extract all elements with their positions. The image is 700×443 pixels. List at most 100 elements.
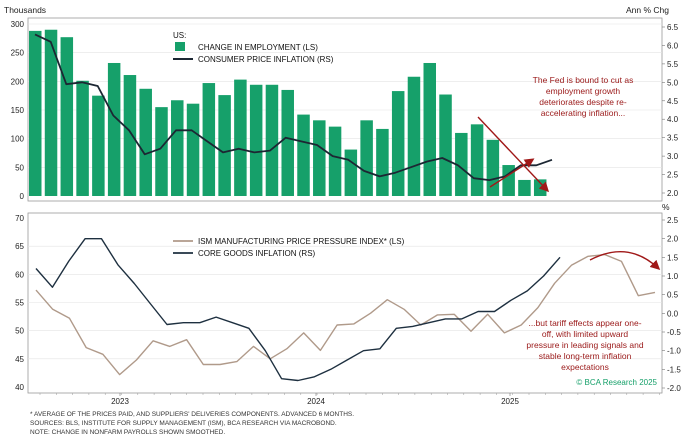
employment-bar — [376, 128, 389, 196]
employment-bars — [29, 29, 547, 197]
bottom-right-tick-label: 1.5 — [667, 253, 679, 262]
employment-bar — [171, 100, 184, 196]
bottom-left-tick-label: 45 — [15, 355, 24, 364]
top-right-tick-label: 3.5 — [667, 134, 679, 143]
employment-bar — [155, 107, 168, 196]
bottom-annotation-line-2: off, with limited upward — [542, 329, 629, 339]
top-left-tick-label: 200 — [11, 77, 25, 86]
top-right-tick-label: 4.0 — [667, 115, 679, 124]
bottom-left-tick-label: 70 — [15, 214, 24, 223]
bottom-plot-frame — [27, 212, 663, 394]
employment-bar — [486, 139, 500, 196]
bottom-left-tick-label: 65 — [15, 242, 24, 251]
top-right-tick-label: 2.0 — [667, 189, 679, 198]
bottom-left-tick-label: 50 — [15, 327, 24, 336]
legend-cpi-label: CONSUMER PRICE INFLATION (RS) — [198, 55, 334, 64]
bottom-left-tick-label: 60 — [15, 270, 24, 279]
employment-bar — [234, 79, 247, 196]
credit-text: © BCA Research 2025 — [576, 378, 657, 387]
employment-bar — [29, 30, 42, 196]
employment-bar — [455, 132, 468, 196]
bottom-left-tick-label: 55 — [15, 299, 24, 308]
top-left-axis-unit: Thousands — [4, 5, 46, 15]
top-right-tick-label: 2.5 — [667, 171, 679, 180]
curved-arrow — [589, 251, 661, 271]
footnote-2: SOURCES: BLS, INSTITUTE FOR SUPPLY MANAG… — [30, 420, 337, 427]
cpi-line — [34, 33, 553, 181]
employment-bar — [76, 80, 89, 196]
bottom-right-tick-label: 1.0 — [667, 272, 679, 281]
bottom-right-tick-label: -0.5 — [667, 328, 681, 337]
top-annotation-line-2: employment growth — [546, 86, 620, 96]
top-right-tick-label: 6.5 — [667, 23, 679, 32]
bottom-right-axis-ticks: -2.0 -1.5 -1.0 -0.5 0.0 0.5 1.0 1.5 2.0 2.5 — [662, 216, 681, 393]
top-legend: US: CHANGE IN EMPLOYMENT (LS) CONSUMER P… — [173, 31, 334, 64]
top-annotation-line-4: accelerating inflation... — [541, 108, 626, 118]
bottom-annotation-line-1: ...but tariff effects appear one- — [528, 318, 641, 328]
legend-core-label: CORE GOODS INFLATION (RS) — [198, 249, 316, 258]
employment-bar — [360, 120, 373, 196]
bottom-annotation-line-5: expectations — [561, 362, 609, 372]
bottom-annotation-line-4: stable long-term inflation — [539, 351, 632, 361]
bottom-right-tick-label: 0.5 — [667, 291, 679, 300]
employment-bar — [218, 95, 231, 196]
bottom-x-tick-label: 2025 — [501, 397, 519, 406]
bottom-gridlines — [28, 245, 662, 360]
top-right-tick-label: 4.5 — [667, 97, 679, 106]
employment-bar — [107, 62, 121, 197]
bottom-x-axis-ticks: 2023 2024 2025 — [39, 393, 660, 406]
top-right-tick-label: 6.0 — [667, 41, 679, 50]
footnote-1: * AVERAGE OF THE PRICES PAID, AND SUPPLI… — [30, 411, 354, 418]
bottom-annotation-line-3: pressure in leading signals and — [526, 340, 643, 350]
top-right-tick-label: 5.5 — [667, 60, 679, 69]
employment-bar — [423, 62, 436, 197]
employment-bar — [249, 84, 263, 196]
employment-bar — [344, 149, 358, 196]
bottom-right-tick-label: 2.5 — [667, 216, 679, 225]
bottom-x-tick-label: 2024 — [307, 397, 325, 406]
bottom-right-tick-label: -2.0 — [667, 384, 681, 393]
top-right-tick-label: 3.0 — [667, 152, 679, 161]
top-left-tick-label: 0 — [20, 192, 25, 201]
employment-bar — [391, 91, 405, 196]
employment-bar — [139, 88, 152, 196]
top-left-tick-label: 300 — [11, 20, 25, 29]
top-annotation-line-3: deteriorates despite re- — [539, 97, 627, 107]
top-left-tick-label: 150 — [11, 106, 25, 115]
employment-bar — [281, 89, 294, 196]
bottom-x-tick-label: 2023 — [111, 397, 129, 406]
employment-bar — [123, 75, 137, 196]
top-left-axis-ticks: 0 50 100 150 200 250 300 — [11, 20, 25, 201]
ism-price-line — [35, 253, 656, 376]
employment-bar — [92, 95, 105, 196]
top-left-tick-label: 250 — [11, 49, 25, 58]
legend-employment-label: CHANGE IN EMPLOYMENT (LS) — [198, 43, 318, 52]
bottom-left-axis-ticks: 40 45 50 55 60 65 70 — [15, 214, 24, 392]
employment-bar — [328, 126, 342, 196]
bottom-right-tick-label: 2.0 — [667, 235, 679, 244]
employment-bar — [518, 179, 531, 196]
bottom-annotation: ...but tariff effects appear one- off, w… — [526, 318, 643, 372]
top-plot-frame — [27, 17, 663, 202]
bottom-right-tick-label: -1.5 — [667, 365, 681, 374]
top-annotation: The Fed is bound to cut as employment gr… — [533, 75, 634, 118]
employment-bar — [44, 29, 58, 196]
core-goods-line — [35, 238, 561, 382]
employment-bar — [202, 83, 216, 196]
legend-bar-swatch — [175, 42, 185, 51]
bottom-right-axis-unit: % — [662, 202, 670, 212]
top-left-tick-label: 50 — [15, 163, 24, 172]
employment-bar — [407, 76, 421, 196]
employment-bar — [297, 114, 310, 196]
footnote-3: NOTE: CHANGE IN NONFARM PAYROLLS SHOWN S… — [30, 429, 225, 436]
bottom-legend: ISM MANUFACTURING PRICE PRESSURE INDEX* … — [173, 237, 405, 258]
top-legend-title: US: — [173, 31, 186, 40]
top-right-axis-ticks: 2.0 2.5 3.0 3.5 4.0 4.5 5.0 5.5 6.0 6.5 — [662, 23, 679, 198]
bottom-left-tick-label: 40 — [15, 383, 24, 392]
employment-bar — [265, 84, 279, 196]
footnotes: * AVERAGE OF THE PRICES PAID, AND SUPPLI… — [30, 411, 354, 436]
up-arrow — [489, 158, 535, 188]
legend-ism-label: ISM MANUFACTURING PRICE PRESSURE INDEX* … — [198, 237, 405, 246]
top-left-tick-label: 100 — [11, 135, 25, 144]
